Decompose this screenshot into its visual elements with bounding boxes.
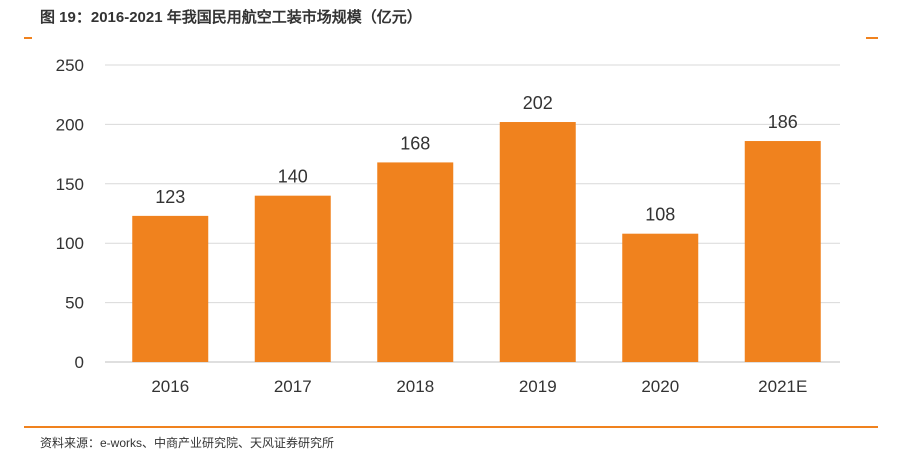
bar — [622, 233, 699, 362]
title-accent-rule-right — [866, 37, 878, 39]
data-label: 186 — [768, 112, 798, 132]
bar — [744, 141, 821, 362]
chart-title: 图 19：2016-2021 年我国民用航空工装市场规模（亿元） — [40, 9, 422, 26]
bar — [254, 195, 331, 362]
data-labels: 123 140 168 202 108 186 — [155, 93, 798, 225]
source-note: 资料来源：e-works、中商产业研究院、天风证券研究所 — [40, 436, 335, 450]
x-tick-label: 2021E — [758, 377, 807, 396]
y-tick-label: 200 — [56, 115, 84, 134]
y-axis-ticks: 0 50 100 150 200 250 — [56, 56, 84, 372]
y-tick-label: 50 — [65, 294, 84, 313]
y-tick-label: 100 — [56, 234, 84, 253]
bars — [132, 122, 821, 362]
x-tick-label: 2020 — [641, 377, 679, 396]
x-tick-label: 2017 — [274, 377, 312, 396]
data-label: 202 — [523, 93, 553, 113]
data-label: 168 — [400, 133, 430, 153]
y-tick-label: 150 — [56, 175, 84, 194]
data-label: 140 — [278, 167, 308, 187]
y-tick-label: 250 — [56, 56, 84, 75]
title-accent-rule-left — [24, 37, 32, 39]
bar — [499, 122, 576, 362]
x-axis-ticks: 2016 2017 2018 2019 2020 2021E — [151, 377, 807, 396]
x-tick-label: 2016 — [151, 377, 189, 396]
x-tick-label: 2019 — [519, 377, 557, 396]
y-tick-label: 0 — [75, 353, 84, 372]
bar — [377, 162, 454, 362]
footer-rule — [24, 426, 878, 428]
x-tick-label: 2018 — [396, 377, 434, 396]
data-label: 123 — [155, 187, 185, 207]
data-label: 108 — [645, 205, 675, 225]
bar — [132, 215, 209, 362]
gridlines — [105, 64, 840, 363]
